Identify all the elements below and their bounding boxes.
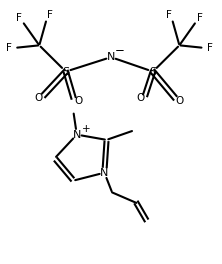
Text: F: F bbox=[166, 10, 172, 20]
Text: O: O bbox=[176, 96, 184, 106]
Text: +: + bbox=[82, 124, 90, 134]
Text: N: N bbox=[73, 130, 81, 140]
Text: O: O bbox=[136, 93, 145, 103]
Text: F: F bbox=[47, 10, 53, 20]
Text: S: S bbox=[149, 67, 157, 77]
Text: F: F bbox=[207, 43, 212, 53]
Text: S: S bbox=[62, 67, 69, 77]
Text: O: O bbox=[35, 93, 43, 103]
Text: F: F bbox=[197, 13, 203, 23]
Text: O: O bbox=[74, 96, 83, 106]
Text: N: N bbox=[100, 168, 109, 178]
Text: N: N bbox=[107, 52, 115, 62]
Text: −: − bbox=[115, 44, 124, 57]
Text: F: F bbox=[16, 13, 22, 23]
Text: F: F bbox=[6, 43, 12, 53]
